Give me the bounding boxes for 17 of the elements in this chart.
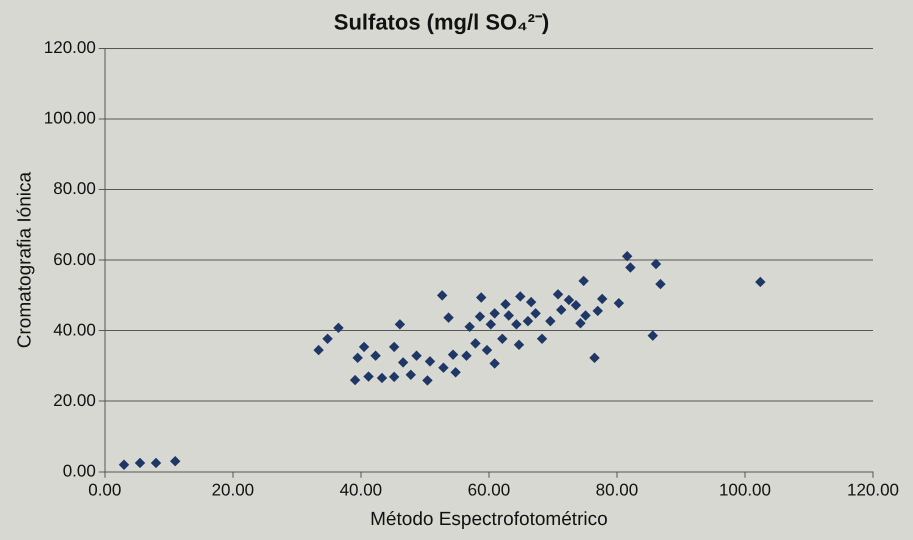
y-tick-label: 120.00: [44, 38, 96, 58]
y-tick-label: 0.00: [62, 461, 96, 480]
x-tick-label: 100.00: [718, 480, 771, 500]
chart-title: Sulfatos (mg/l SO₄²⁻): [334, 9, 550, 34]
y-axis-title: Cromatografia Iónica: [14, 171, 36, 348]
y-tick-label: 60.00: [53, 250, 96, 269]
x-tick-label: 40.00: [340, 480, 382, 500]
y-tick-label: 40.00: [53, 320, 96, 340]
x-tick-label: 120.00: [847, 480, 899, 500]
x-tick-label: 80.00: [596, 480, 638, 500]
x-tick-label: 20.00: [212, 480, 254, 500]
y-tick-label: 20.00: [53, 390, 96, 410]
y-tick-label: 100.00: [44, 108, 96, 128]
x-axis-title: Método Espectrofotométrico: [370, 508, 608, 530]
x-tick-label: 0.00: [88, 480, 122, 500]
x-tick-label: 60.00: [468, 480, 510, 500]
y-tick-label: 80.00: [53, 179, 96, 198]
